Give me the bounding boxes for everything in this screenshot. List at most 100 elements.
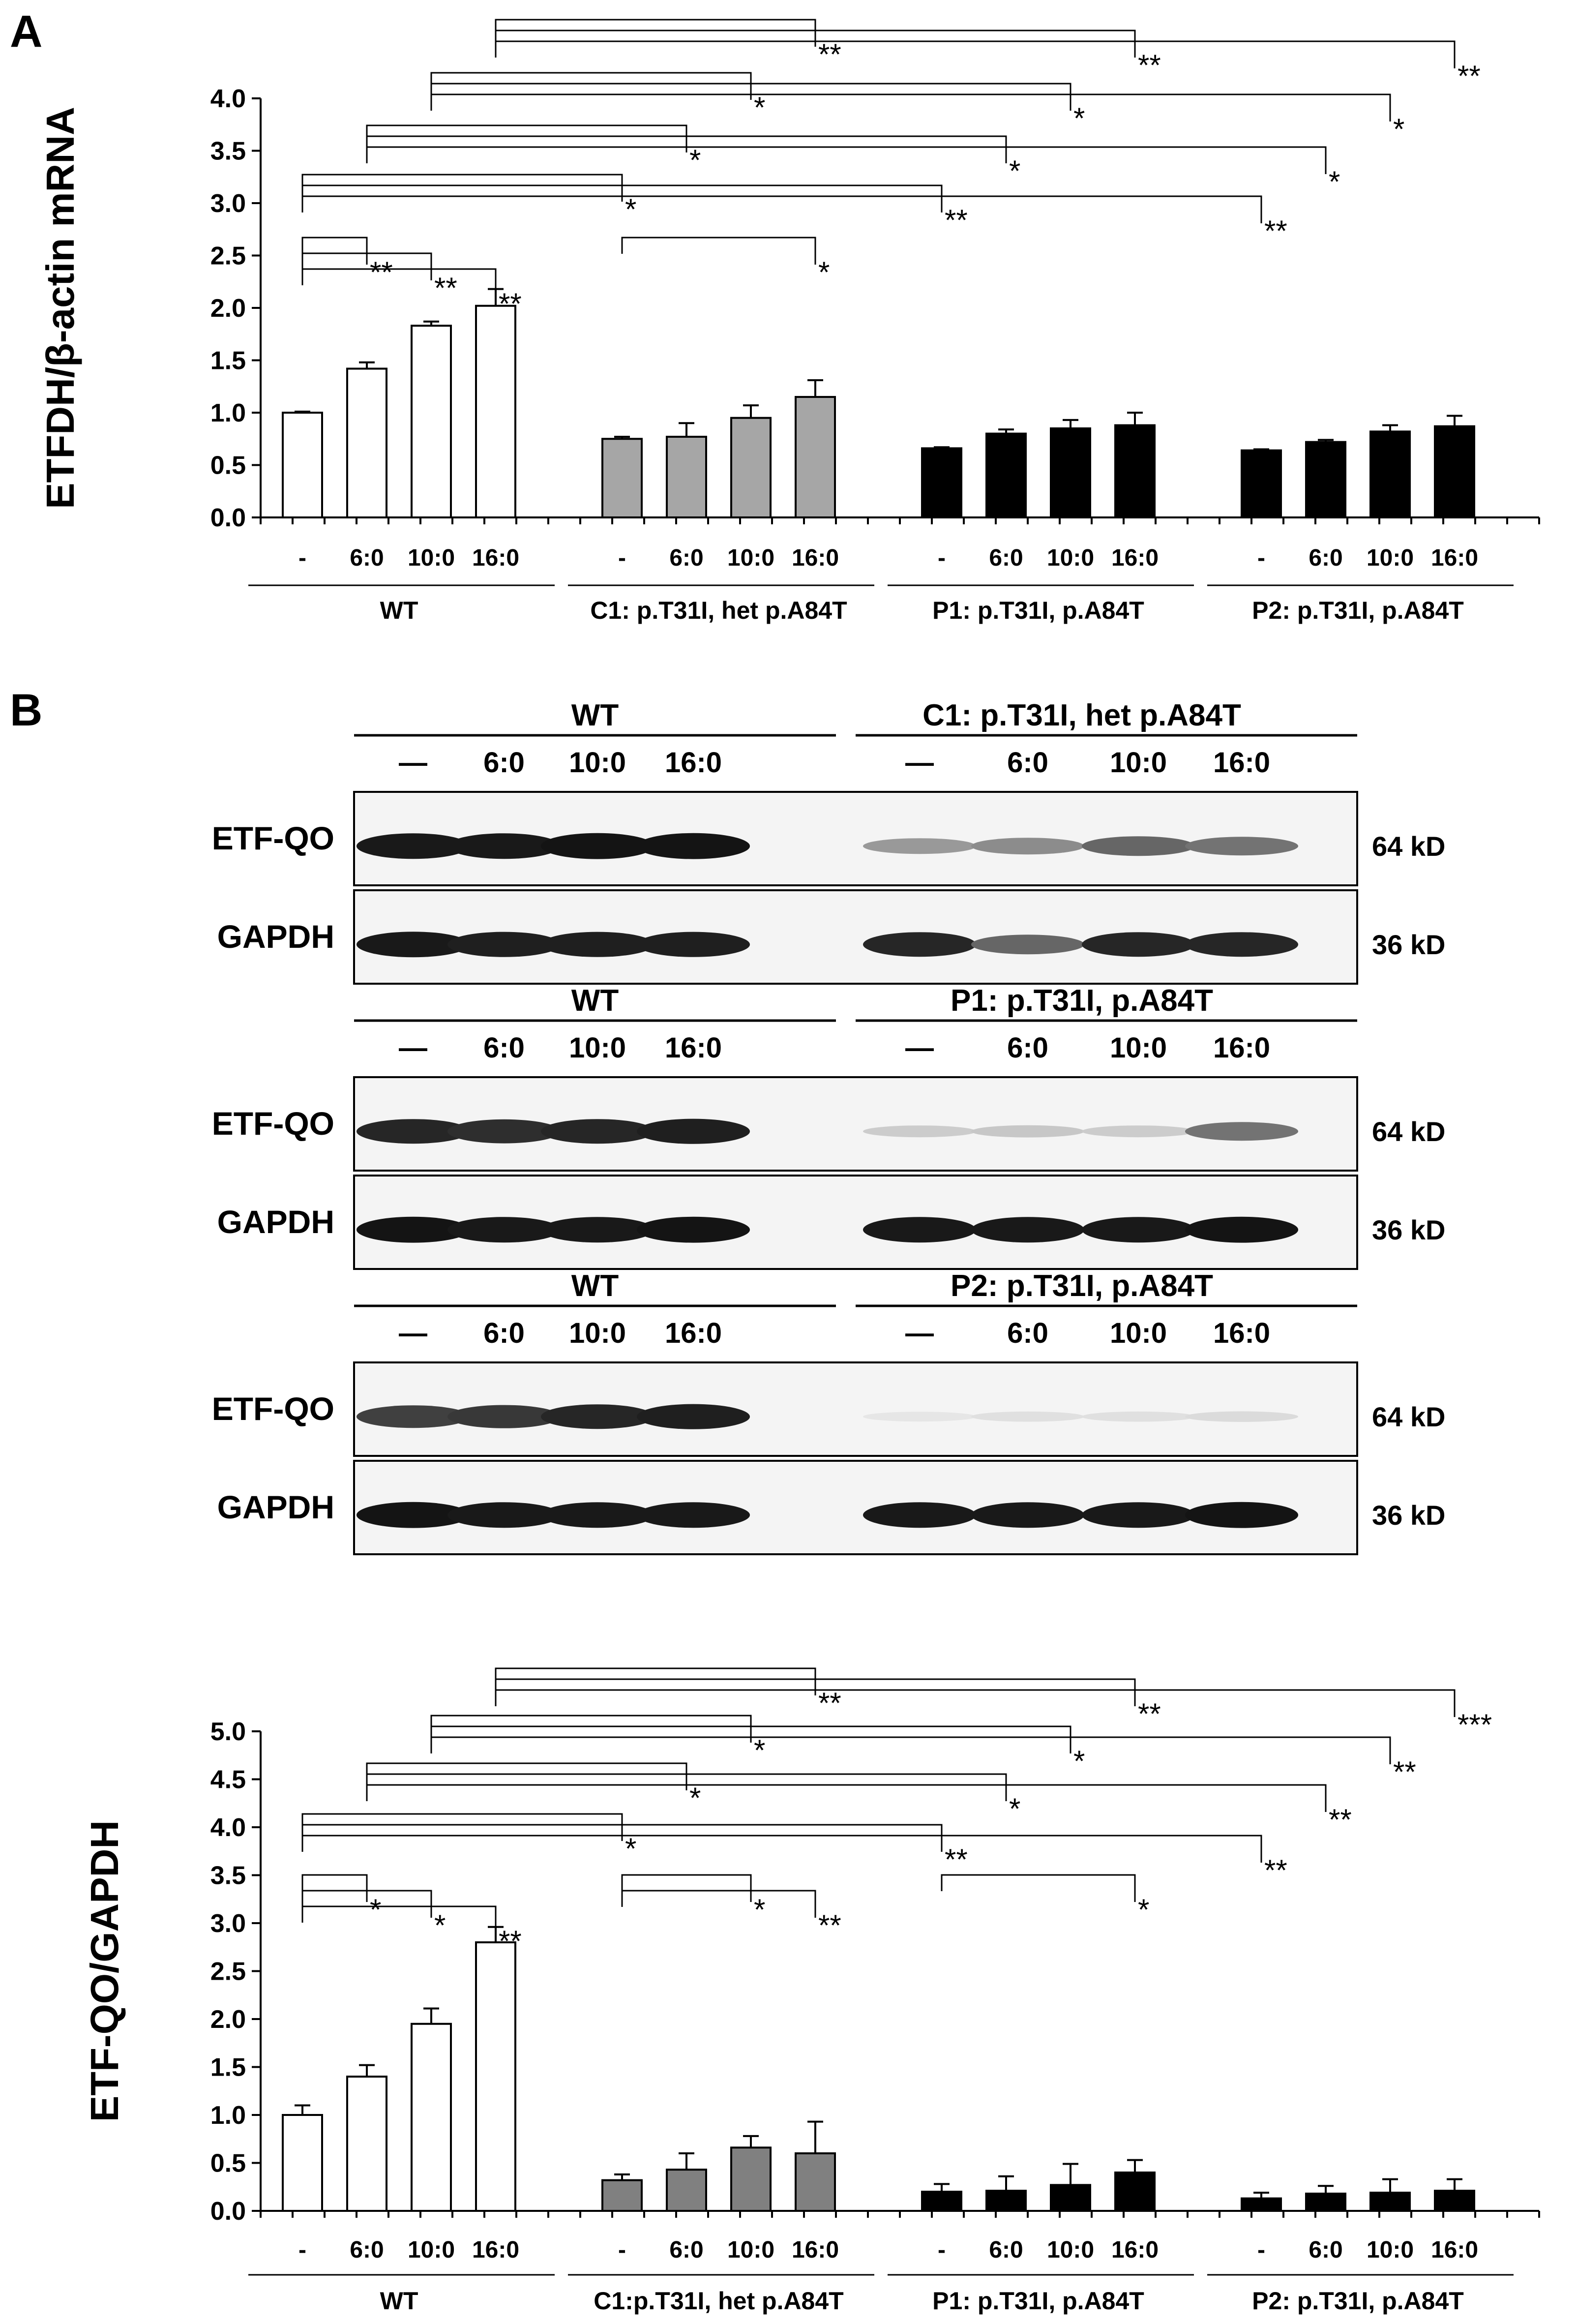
blot-group-label: P2: p.T31I, p.A84T <box>951 1269 1213 1303</box>
bar <box>1241 449 1282 518</box>
significance-label: ** <box>1458 60 1481 92</box>
group-label: P1: p.T31I, p.A84T <box>932 597 1144 624</box>
group-label: C1: p.T31I, het p.A84T <box>590 597 847 624</box>
chart-a: 0.0 0.5 1.0 1.5 2.0 2.5 3.0 3.5 4.0 ETFDH/β-actin… <box>38 19 1540 624</box>
significance-label: ** <box>818 1687 841 1720</box>
blot-band <box>1082 932 1195 957</box>
significance-bracket <box>495 19 816 47</box>
blot-lane-label: 6:0 <box>483 747 525 779</box>
blot-size-label: 36 kD <box>1372 1500 1445 1531</box>
y-tick-label: 2.5 <box>210 1958 246 1986</box>
bar <box>1434 425 1475 518</box>
blot-band <box>541 1119 654 1144</box>
y-tick-label: 3.0 <box>210 1909 246 1938</box>
blot-band <box>541 833 654 859</box>
significance-label: * <box>689 1781 701 1814</box>
condition-label: 16:0 <box>792 2237 839 2263</box>
significance-bracket <box>366 1762 687 1790</box>
blot-row-label: GAPDH <box>217 918 334 955</box>
blot-band <box>1185 1216 1298 1243</box>
condition-label: - <box>618 2237 626 2263</box>
significance-bracket <box>621 1874 752 1902</box>
significance-bracket <box>621 237 816 265</box>
blot-band <box>1082 1502 1195 1528</box>
blot-size-label: 64 kD <box>1372 1401 1445 1432</box>
condition-label: 10:0 <box>1047 545 1094 571</box>
blot-lane-label: 6:0 <box>483 1032 525 1064</box>
y-tick-label: 3.5 <box>210 1862 246 1890</box>
blot-lane-label: 16:0 <box>1213 1032 1270 1064</box>
significance-bracket <box>941 1874 1136 1902</box>
significance-label: * <box>818 256 830 289</box>
blot-band <box>1185 1122 1298 1141</box>
panel-b-label: B <box>10 685 42 735</box>
bar <box>411 325 452 519</box>
significance-bracket <box>301 195 1262 223</box>
condition-label: 16:0 <box>1111 545 1159 571</box>
group-label: C1:p.T31I, het p.A84T <box>594 2287 843 2315</box>
significance-label: ** <box>1138 49 1161 82</box>
significance-label: * <box>754 1893 765 1926</box>
condition-label: - <box>1257 2237 1265 2263</box>
blot-band <box>971 1411 1084 1422</box>
blot-band <box>1185 932 1298 957</box>
condition-label: 16:0 <box>1431 545 1478 571</box>
condition-label: - <box>298 545 306 571</box>
condition-label: 6:0 <box>669 545 703 571</box>
blot-band <box>357 1216 470 1243</box>
significance-label: ** <box>434 272 457 304</box>
significance-label: * <box>1009 1792 1020 1825</box>
significance-label: * <box>625 193 636 226</box>
significance-bracket <box>430 83 1071 111</box>
y-tick-label: 4.0 <box>210 85 246 113</box>
significance-bracket <box>495 1678 1136 1706</box>
condition-label: - <box>618 545 626 571</box>
significance-label: ** <box>945 1843 968 1876</box>
bar <box>475 1941 516 2212</box>
bar <box>730 2146 772 2212</box>
blot-band <box>971 1502 1084 1528</box>
blot-group-label: WT <box>571 698 619 732</box>
significance-bracket <box>301 184 943 212</box>
blot-band <box>357 1119 470 1144</box>
blot-band <box>637 1502 750 1528</box>
significance-bracket <box>621 1890 816 1918</box>
blot-band <box>863 1125 976 1138</box>
y-tick-label: 3.0 <box>210 189 246 218</box>
blot-band <box>971 1125 1084 1138</box>
blot-band <box>863 1412 976 1422</box>
significance-bracket <box>301 268 497 296</box>
blot-lane-label: — <box>905 747 934 779</box>
y-tick-label: 5.0 <box>210 1718 246 1746</box>
y-tick-label: 4.0 <box>210 1813 246 1842</box>
significance-label: ** <box>499 287 522 320</box>
y-tick-label: 1.0 <box>210 2101 246 2130</box>
blot-band <box>447 932 561 957</box>
condition-label: 16:0 <box>1431 2237 1478 2263</box>
bar <box>666 2169 707 2212</box>
western-blots: WT C1: p.T31I, het p.A84T — 6:0 10:0 16:0 — 6:0… <box>212 698 1445 1555</box>
significance-label: * <box>625 1832 636 1865</box>
bar <box>921 2191 962 2212</box>
blot-size-label: 36 kD <box>1372 929 1445 960</box>
blot-band <box>357 833 470 859</box>
blot-band <box>447 1405 561 1428</box>
blot-lane-label: — <box>399 747 427 779</box>
group-label: P2: p.T31I, p.A84T <box>1252 597 1464 624</box>
significance-label: * <box>1073 102 1085 135</box>
significance-label: * <box>1138 1893 1149 1926</box>
y-tick-label: 0.5 <box>210 2149 246 2178</box>
significance-label: * <box>370 1893 381 1926</box>
significance-label: ** <box>818 38 841 71</box>
blot-band <box>357 1405 470 1428</box>
y-axis-label: ETF-QO/GAPDH <box>83 1820 126 2122</box>
blot-group-label: C1: p.T31I, het p.A84T <box>922 698 1241 732</box>
blot-band <box>1082 1411 1195 1422</box>
significance-label: * <box>1009 154 1020 187</box>
blot-band <box>541 1217 654 1243</box>
significance-bracket <box>495 30 1136 58</box>
y-tick-label: 3.5 <box>210 137 246 166</box>
condition-label: 6:0 <box>1309 545 1342 571</box>
blot-lane-label: 10:0 <box>569 747 626 779</box>
